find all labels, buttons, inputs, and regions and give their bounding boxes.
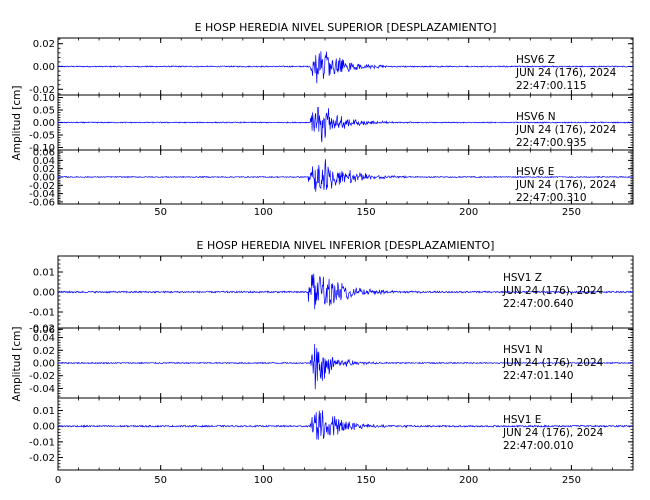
y-tick-label: 0.01 [33,406,55,417]
y-tick-label: 0.00 [33,118,55,129]
record-time-label: 22:47:00.935 [516,137,587,149]
record-date-label: JUN 24 (176), 2024 [502,427,604,439]
station-channel-label: HSV1 Z [503,272,542,284]
station-channel-label: HSV6 N [516,111,556,123]
x-tick-label: 250 [562,207,581,218]
trace-panel: 0.060.040.020.00-0.02-0.04-0.06 HSV6 EJUN… [29,148,634,208]
y-tick-label: 0.06 [33,148,55,159]
y-tick-label: 0.02 [33,346,55,357]
y-tick-label: 0.04 [33,156,55,167]
y-tick-label: -0.05 [29,131,55,142]
x-tick-label: 100 [254,475,273,486]
chart-title: E HOSP HEREDIA NIVEL SUPERIOR [DESPLAZAM… [195,21,497,34]
y-tick-label: -0.01 [29,437,55,448]
y-tick-label: 0.06 [33,325,55,336]
x-tick-label: 150 [356,475,375,486]
y-tick-label: 0.00 [33,422,55,433]
y-axis-label: Amplitud [cm] [11,327,23,402]
chart-title: E HOSP HEREDIA NIVEL INFERIOR [DESPLAZAM… [197,239,495,252]
waveform-line [57,159,634,192]
record-date-label: JUN 24 (176), 2024 [502,285,604,297]
y-tick-label: 0.02 [33,164,55,175]
waveform-line [57,410,634,440]
y-tick-label: -0.02 [29,85,55,96]
record-date-label: JUN 24 (176), 2024 [515,124,617,136]
y-tick-label: -0.06 [29,197,55,208]
y-tick-label: 0.05 [33,106,55,117]
y-tick-label: -0.04 [29,384,55,395]
y-tick-label: 0.10 [33,93,55,104]
record-time-label: 22:47:00.010 [503,440,574,452]
y-tick-label: 0.00 [33,173,55,184]
station-channel-label: HSV1 E [503,414,541,426]
y-tick-label: 0.01 [33,268,55,279]
record-time-label: 22:47:01.140 [503,370,574,382]
y-tick-label: -0.01 [29,308,55,319]
y-tick-label: -0.02 [29,453,55,464]
record-date-label: JUN 24 (176), 2024 [515,179,617,191]
y-tick-label: -0.02 [29,324,55,335]
y-tick-label: 0.00 [33,359,55,370]
y-tick-label: 0.02 [33,39,55,50]
chart-group: E HOSP HEREDIA NIVEL INFERIOR [DESPLAZAM… [11,239,634,486]
record-time-label: 22:47:00.310 [516,192,587,204]
x-tick-label: 50 [154,207,167,218]
record-time-label: 22:47:00.640 [503,298,574,310]
x-tick-label: 250 [562,475,581,486]
y-tick-label: -0.10 [29,143,55,154]
record-date-label: JUN 24 (176), 2024 [502,357,604,369]
waveform-line [57,273,634,310]
x-tick-label: 50 [154,475,167,486]
x-tick-label: 0 [55,475,61,486]
waveform-line [57,343,634,390]
y-axis-label: Amplitud [cm] [11,86,23,161]
record-time-label: 22:47:00.115 [516,80,587,92]
y-tick-label: -0.04 [29,189,55,200]
y-tick-label: -0.02 [29,371,55,382]
x-tick-label: 200 [459,475,478,486]
x-tick-label: 100 [254,207,273,218]
station-channel-label: HSV1 N [503,344,543,356]
y-tick-label: 0.00 [33,288,55,299]
y-tick-label: -0.02 [29,181,55,192]
record-date-label: JUN 24 (176), 2024 [515,67,617,79]
chart-group: E HOSP HEREDIA NIVEL SUPERIOR [DESPLAZAM… [11,21,634,218]
y-tick-label: 0.04 [33,333,55,344]
waveform-line [57,106,634,143]
x-tick-label: 200 [459,207,478,218]
x-tick-label: 150 [356,207,375,218]
waveform-line [57,51,634,84]
station-channel-label: HSV6 Z [516,54,555,66]
station-channel-label: HSV6 E [516,166,554,178]
y-tick-label: 0.00 [33,62,55,73]
